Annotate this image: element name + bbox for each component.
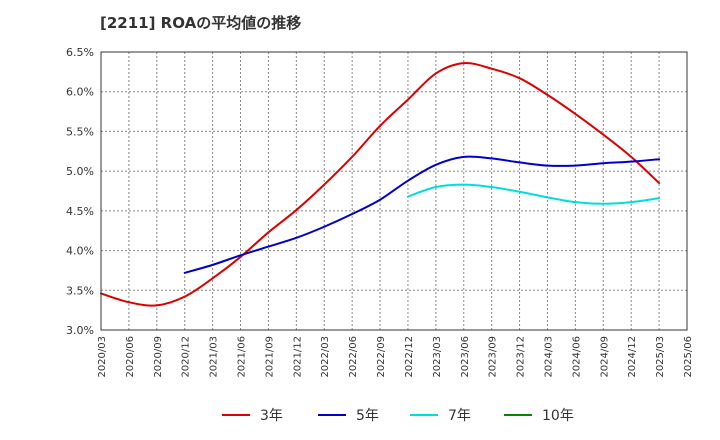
legend: 3年 5年 7年 10年 <box>0 404 720 428</box>
x-axis-tick-labels: 2020/03 2020/06 2020/09 2020/12 2021/03 2021/… <box>97 336 694 378</box>
x-tick-label: 2022/06 <box>348 336 359 378</box>
y-tick-label: 5.0% <box>66 165 94 178</box>
plot-area-border <box>100 51 688 331</box>
series-line-1 <box>100 62 661 307</box>
x-tick-label: 2025/06 <box>683 336 694 378</box>
legend-label: 7年 <box>448 408 471 424</box>
x-tick-label: 2020/03 <box>97 336 108 378</box>
y-axis-tick-labels: 3.0% 3.5% 4.0% 4.5% 5.0% 5.5% 6.0% 6.5% <box>66 46 94 337</box>
x-tick-label: 2021/03 <box>209 336 220 378</box>
legend-swatch <box>410 414 438 416</box>
line-chart: 3.0% 3.5% 4.0% 4.5% 5.0% 5.5% 6.0% 6.5% 2020/03… <box>66 46 694 378</box>
y-tick-label: 3.5% <box>66 284 94 297</box>
chart-title: [2211] ROAの平均値の推移 <box>100 14 302 32</box>
y-tick-label: 4.5% <box>66 205 94 218</box>
x-tick-label: 2021/12 <box>292 336 303 378</box>
x-tick-label: 2023/09 <box>488 336 499 378</box>
legend-label: 3年 <box>260 408 283 424</box>
y-tick-label: 6.5% <box>66 46 94 59</box>
legend-swatch <box>504 414 532 416</box>
x-tick-label: 2022/03 <box>320 336 331 378</box>
x-tick-label: 2023/06 <box>460 336 471 378</box>
x-tick-label: 2022/09 <box>376 336 387 378</box>
x-tick-label: 2024/09 <box>599 336 610 378</box>
x-tick-label: 2020/09 <box>153 336 164 378</box>
y-tick-label: 6.0% <box>66 86 94 99</box>
x-tick-label: 2020/12 <box>181 336 192 378</box>
x-tick-label: 2023/03 <box>432 336 443 378</box>
legend-item: 10年 <box>504 404 574 426</box>
legend-swatch <box>222 414 250 416</box>
x-tick-label: 2024/06 <box>571 336 582 378</box>
series-line-3 <box>406 183 661 205</box>
series-line-2 <box>183 155 661 274</box>
x-tick-label: 2024/03 <box>543 336 554 378</box>
legend-swatch <box>318 414 346 416</box>
y-tick-label: 5.5% <box>66 125 94 138</box>
y-tick-label: 4.0% <box>66 245 94 258</box>
x-tick-label: 2023/12 <box>516 336 527 378</box>
legend-label: 10年 <box>542 408 574 424</box>
legend-item: 5年 <box>318 404 379 426</box>
legend-item: 3年 <box>222 404 283 426</box>
legend-label: 5年 <box>356 408 379 424</box>
x-tick-label: 2025/03 <box>655 336 666 378</box>
x-tick-label: 2020/06 <box>125 336 136 378</box>
x-tick-label: 2021/06 <box>237 336 248 378</box>
y-tick-label: 3.0% <box>66 324 94 337</box>
x-tick-label: 2024/12 <box>627 336 638 378</box>
series-lines <box>100 62 661 307</box>
x-tick-label: 2021/09 <box>264 336 275 378</box>
legend-item: 7年 <box>410 404 471 426</box>
x-tick-label: 2022/12 <box>404 336 415 378</box>
